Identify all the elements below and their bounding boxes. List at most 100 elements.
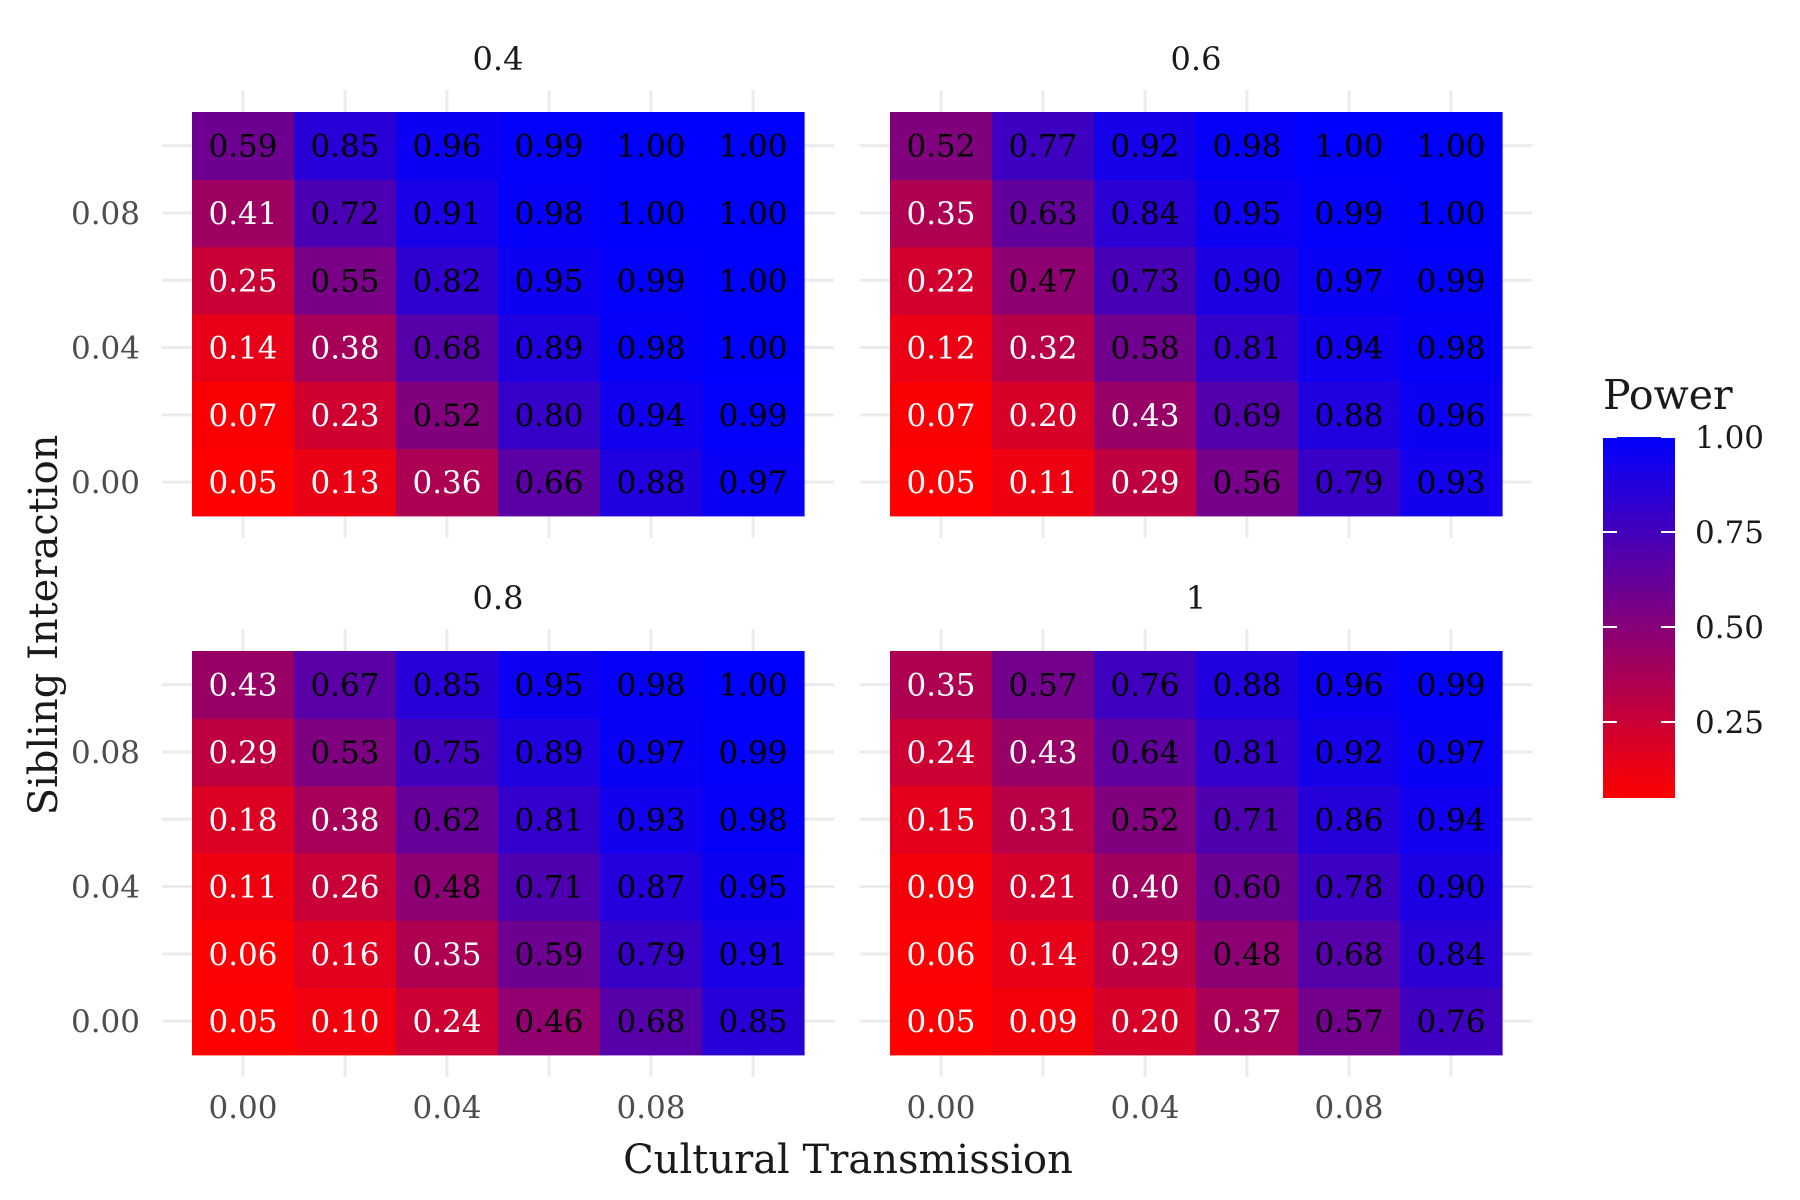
cell-value-label: 0.99 <box>1416 263 1485 299</box>
heatmap-cell <box>396 852 499 921</box>
cell-value-label: 0.98 <box>514 196 583 232</box>
heatmap-cell <box>992 785 1095 854</box>
cell-value-label: 0.57 <box>1008 668 1077 704</box>
cell-value-label: 0.12 <box>906 331 975 367</box>
heatmap-cell <box>498 987 601 1056</box>
heatmap-cell <box>1298 718 1401 787</box>
heatmap-cell <box>992 313 1095 382</box>
cell-value-label: 0.71 <box>1212 802 1281 838</box>
cell-value-label: 0.24 <box>906 735 975 771</box>
cell-value-label: 0.29 <box>1110 465 1179 501</box>
heatmap-cell <box>1298 448 1401 517</box>
cell-value-label: 0.88 <box>1314 398 1383 434</box>
cell-value-label: 0.99 <box>718 398 787 434</box>
cell-value-label: 0.21 <box>1008 870 1077 906</box>
cell-value-label: 0.89 <box>514 331 583 367</box>
heatmap-cell <box>600 920 703 989</box>
heatmap-cell <box>890 785 993 854</box>
heatmap-cell <box>1094 179 1197 248</box>
legend-tick-label: 0.25 <box>1695 705 1764 741</box>
heatmap-cell <box>1298 179 1401 248</box>
heatmap-cell <box>1196 852 1299 921</box>
heatmap-cell <box>992 448 1095 517</box>
heatmap-cell <box>498 920 601 989</box>
cell-value-label: 0.05 <box>906 465 975 501</box>
cell-value-label: 0.96 <box>1314 668 1383 704</box>
heatmap-cell <box>1094 785 1197 854</box>
heatmap-cell <box>1196 313 1299 382</box>
cell-value-label: 0.82 <box>412 263 481 299</box>
heatmap-cell <box>192 179 295 248</box>
heatmap-cell <box>702 381 805 450</box>
heatmap-cell <box>498 179 601 248</box>
cell-value-label: 0.05 <box>208 1004 277 1040</box>
cell-value-label: 0.81 <box>514 802 583 838</box>
heatmap-cell <box>1298 920 1401 989</box>
cell-value-label: 0.93 <box>1416 465 1485 501</box>
y-axis-title: Sibling Interaction <box>21 435 67 816</box>
heatmap-cell <box>1094 448 1197 517</box>
facet-title: 0.4 <box>473 40 524 78</box>
heatmap-cell <box>294 313 397 382</box>
heatmap-cell <box>890 920 993 989</box>
heatmap-cell <box>294 987 397 1056</box>
cell-value-label: 0.15 <box>906 802 975 838</box>
heatmap-cell <box>192 852 295 921</box>
heatmap-cell <box>1400 920 1503 989</box>
heatmap-cell <box>890 313 993 382</box>
heatmap-cell <box>498 246 601 315</box>
x-tick-label: 0.00 <box>208 1090 277 1126</box>
heatmap-cell <box>600 313 703 382</box>
cell-value-label: 0.98 <box>718 802 787 838</box>
heatmap-cell <box>600 785 703 854</box>
heatmap-cell <box>294 448 397 517</box>
heatmap-cell <box>1298 987 1401 1056</box>
heatmap-cell <box>396 920 499 989</box>
heatmap-cell <box>192 112 295 180</box>
cell-value-label: 0.40 <box>1110 870 1179 906</box>
cell-value-label: 0.46 <box>514 1004 583 1040</box>
cell-value-label: 0.78 <box>1314 870 1383 906</box>
cell-value-label: 0.94 <box>616 398 685 434</box>
cell-value-label: 0.95 <box>1212 196 1281 232</box>
cell-value-label: 1.00 <box>718 129 787 165</box>
cell-value-label: 0.95 <box>514 668 583 704</box>
heatmap-cell <box>992 852 1095 921</box>
heatmap-cell <box>1196 785 1299 854</box>
y-tick-label: 0.08 <box>71 196 140 232</box>
cell-value-label: 0.90 <box>1416 870 1485 906</box>
heatmap-cell <box>1400 246 1503 315</box>
heatmap-cell <box>992 381 1095 450</box>
heatmap-cell <box>600 448 703 517</box>
heatmap-cell <box>1094 987 1197 1056</box>
cell-value-label: 0.79 <box>616 937 685 973</box>
cell-value-label: 0.43 <box>208 668 277 704</box>
heatmap-cell <box>992 179 1095 248</box>
cell-value-label: 0.81 <box>1212 331 1281 367</box>
heatmap-cell <box>1400 381 1503 450</box>
cell-value-label: 0.47 <box>1008 263 1077 299</box>
heatmap-cell <box>600 718 703 787</box>
heatmap-cell <box>1196 112 1299 180</box>
heatmap-cell <box>498 718 601 787</box>
heatmap-cell <box>992 246 1095 315</box>
cell-value-label: 0.29 <box>208 735 277 771</box>
cell-value-label: 0.24 <box>412 1004 481 1040</box>
heatmap-cell <box>1094 651 1197 719</box>
cell-value-label: 0.99 <box>514 129 583 165</box>
cell-value-label: 0.52 <box>1110 802 1179 838</box>
heatmap-cell <box>702 852 805 921</box>
heatmap-cell <box>1400 718 1503 787</box>
cell-value-label: 0.43 <box>1008 735 1077 771</box>
heatmap-cell <box>1094 246 1197 315</box>
legend-colorbar <box>1603 437 1675 798</box>
cell-value-label: 1.00 <box>616 129 685 165</box>
cell-value-label: 0.94 <box>1314 331 1383 367</box>
cell-value-label: 0.05 <box>906 1004 975 1040</box>
cell-value-label: 0.90 <box>1212 263 1281 299</box>
cell-value-label: 0.48 <box>1212 937 1281 973</box>
cell-value-label: 0.99 <box>718 735 787 771</box>
cell-value-label: 0.98 <box>1212 129 1281 165</box>
cell-value-label: 0.18 <box>208 802 277 838</box>
